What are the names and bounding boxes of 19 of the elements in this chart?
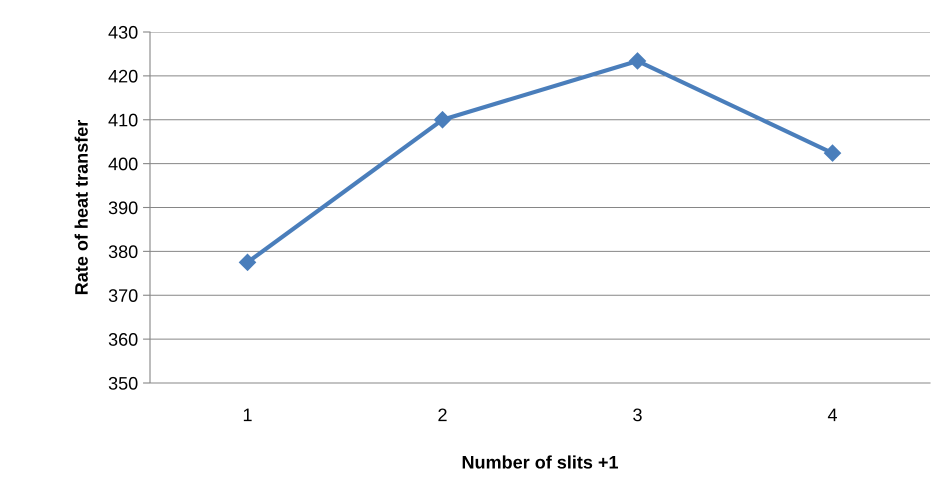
y-tick-label: 380 xyxy=(108,245,138,258)
y-axis-title: Rate of heat transfer xyxy=(74,120,88,294)
y-tick-label: 360 xyxy=(108,333,138,346)
x-tick-label: 1 xyxy=(244,408,252,422)
x-tick-label: 2 xyxy=(438,408,447,422)
point xyxy=(824,144,842,162)
x-axis-title: Number of slits +1 xyxy=(462,455,618,469)
y-tick-label: 420 xyxy=(108,70,138,83)
y-tick-label: 430 xyxy=(108,26,138,39)
point xyxy=(628,52,646,70)
y-tick-label: 400 xyxy=(108,158,138,170)
point xyxy=(434,111,452,128)
x-tick-label: 3 xyxy=(633,408,642,422)
point xyxy=(238,254,256,271)
x-tick-label: 4 xyxy=(828,408,837,422)
y-tick-label: 350 xyxy=(108,376,138,390)
y-tick-label: 410 xyxy=(108,114,138,126)
y-tick-label: 370 xyxy=(108,289,138,302)
y-tick-label: 390 xyxy=(108,201,138,214)
